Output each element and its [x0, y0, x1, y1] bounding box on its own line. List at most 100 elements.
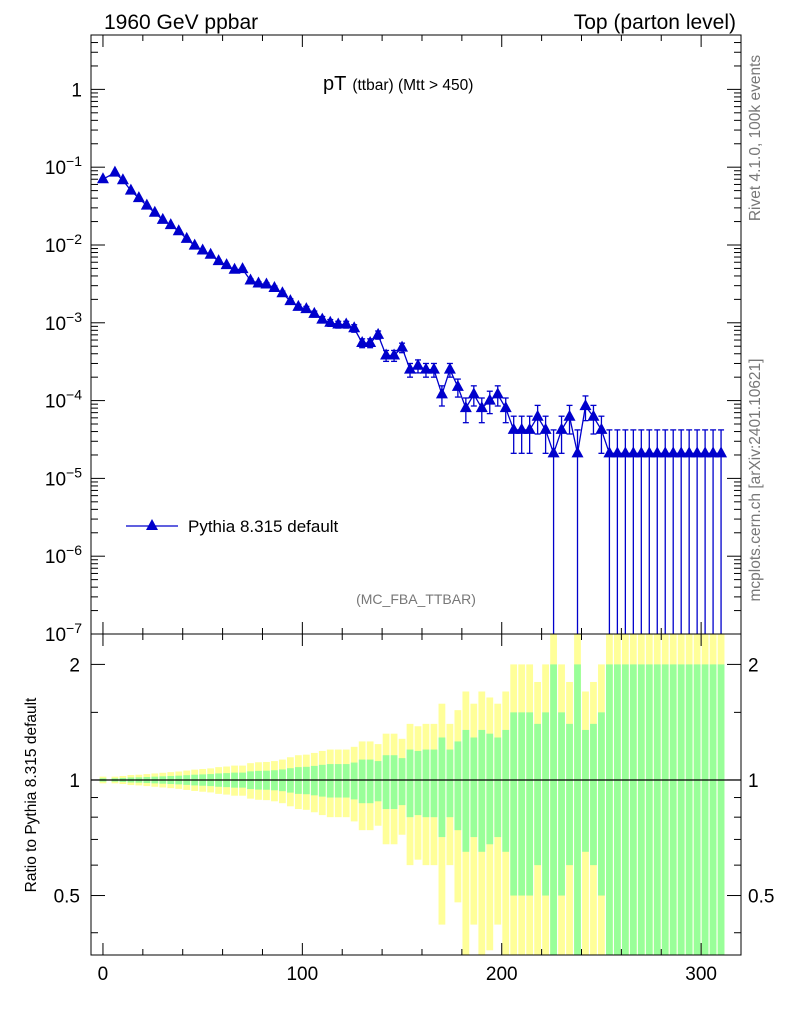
- data-point: [643, 446, 656, 458]
- data-point: [459, 401, 472, 413]
- ratio-band-inner: [582, 729, 589, 852]
- ratio-band-inner: [470, 737, 478, 838]
- data-point: [108, 165, 121, 177]
- data-point: [228, 262, 241, 274]
- ratio-band-inner: [398, 758, 406, 806]
- data-point: [675, 446, 688, 458]
- ratio-tick-labels: 0.5 0.5 1 1 2 2 0 100 200 300: [54, 655, 775, 985]
- y-tick-label: 10−5: [45, 464, 82, 490]
- mcplots-label: mcplots.cern.ch [arXiv:2401.10621]: [747, 359, 764, 602]
- ratio-band-inner: [621, 664, 629, 955]
- data-point: [707, 446, 720, 458]
- y-tick-label: 10−7: [45, 620, 82, 646]
- data-point: [196, 243, 209, 255]
- ratio-band-inner: [486, 733, 494, 845]
- data-point: [116, 173, 129, 185]
- data-point: [220, 258, 233, 270]
- plot-title: pT (ttbar) (Mtt > 450): [323, 73, 473, 95]
- data-point: [340, 317, 353, 329]
- ratio-band-inner: [446, 749, 454, 818]
- ratio-band-inner: [653, 664, 661, 955]
- ratio-band-inner: [677, 664, 685, 955]
- data-point: [667, 446, 680, 458]
- data-point: [212, 254, 225, 266]
- data-point: [659, 446, 672, 458]
- data-point: [611, 446, 624, 458]
- data-series: [96, 165, 728, 634]
- data-point: [555, 422, 568, 434]
- y-tick-label: 10−4: [45, 387, 82, 413]
- data-point: [475, 401, 488, 413]
- ratio-band-inner: [502, 729, 510, 852]
- ratio-band-inner: [422, 749, 430, 818]
- ratio-band-inner: [534, 723, 542, 866]
- ratio-band-inner: [454, 741, 462, 831]
- ratio-band-inner: [526, 712, 534, 896]
- y-tick-label: 10−6: [45, 542, 82, 568]
- data-point: [324, 315, 337, 327]
- data-point: [691, 446, 704, 458]
- data-point: [236, 262, 249, 274]
- ratio-band-inner: [310, 765, 318, 796]
- rivet-label: Rivet 4.1.0, 100k events: [747, 55, 764, 222]
- data-point: [515, 422, 528, 434]
- plot-title-main: pT: [323, 73, 346, 95]
- data-point: [419, 362, 432, 374]
- ratio-band-inner: [590, 723, 597, 866]
- data-point: [364, 335, 377, 347]
- ratio-y-tick-label-right: 2: [748, 655, 759, 676]
- plot-title-sub: (ttbar) (Mtt > 450): [352, 77, 473, 94]
- data-point: [260, 277, 273, 289]
- data-point: [627, 446, 640, 458]
- data-point: [180, 231, 193, 243]
- data-point: [435, 387, 448, 399]
- ratio-band-inner: [478, 729, 486, 852]
- data-point: [563, 409, 576, 421]
- data-point: [531, 409, 544, 421]
- data-point: [96, 172, 109, 184]
- ratio-band-inner: [574, 664, 581, 955]
- ratio-band-inner: [685, 664, 693, 955]
- ratio-band-inner: [566, 723, 573, 866]
- data-point: [284, 294, 297, 306]
- ratio-band-inner: [326, 764, 334, 798]
- ratio-band-inner: [334, 764, 342, 798]
- data-point: [619, 446, 632, 458]
- data-point: [372, 327, 385, 339]
- ratio-band-inner: [406, 749, 414, 818]
- x-tick-label: 0: [98, 964, 109, 985]
- data-point: [427, 362, 440, 374]
- ratio-band-inner: [693, 664, 701, 955]
- ratio-y-tick-label-left: 0.5: [54, 887, 80, 908]
- ratio-band-inner: [550, 664, 557, 955]
- ratio-band-inner: [701, 664, 709, 955]
- ratio-band-inner: [358, 759, 366, 804]
- data-point: [699, 446, 712, 458]
- ratio-band-inner: [494, 737, 502, 838]
- ratio-band-inner: [350, 762, 358, 800]
- data-point: [204, 247, 217, 259]
- x-tick-label: 300: [685, 964, 717, 985]
- ratio-band-inner: [637, 664, 645, 955]
- legend: Pythia 8.315 default: [126, 517, 339, 536]
- data-point: [276, 286, 289, 298]
- x-tick-label: 100: [286, 964, 318, 985]
- data-point: [571, 446, 584, 458]
- data-point: [483, 393, 496, 405]
- data-point: [244, 273, 257, 285]
- ratio-band-inner: [669, 664, 677, 955]
- y-tick-label: 1: [71, 80, 82, 101]
- ratio-band-inner: [510, 712, 518, 896]
- data-point: [396, 340, 409, 352]
- data-point: [491, 387, 504, 399]
- data-point: [651, 446, 664, 458]
- ratio-band-inner: [374, 761, 382, 802]
- ratio-band-inner: [518, 712, 526, 896]
- ratio-band-inner: [558, 712, 565, 896]
- data-point: [547, 446, 560, 458]
- data-point: [451, 379, 464, 391]
- ratio-band-inner: [414, 750, 422, 816]
- data-point: [467, 387, 480, 399]
- data-point: [292, 299, 305, 311]
